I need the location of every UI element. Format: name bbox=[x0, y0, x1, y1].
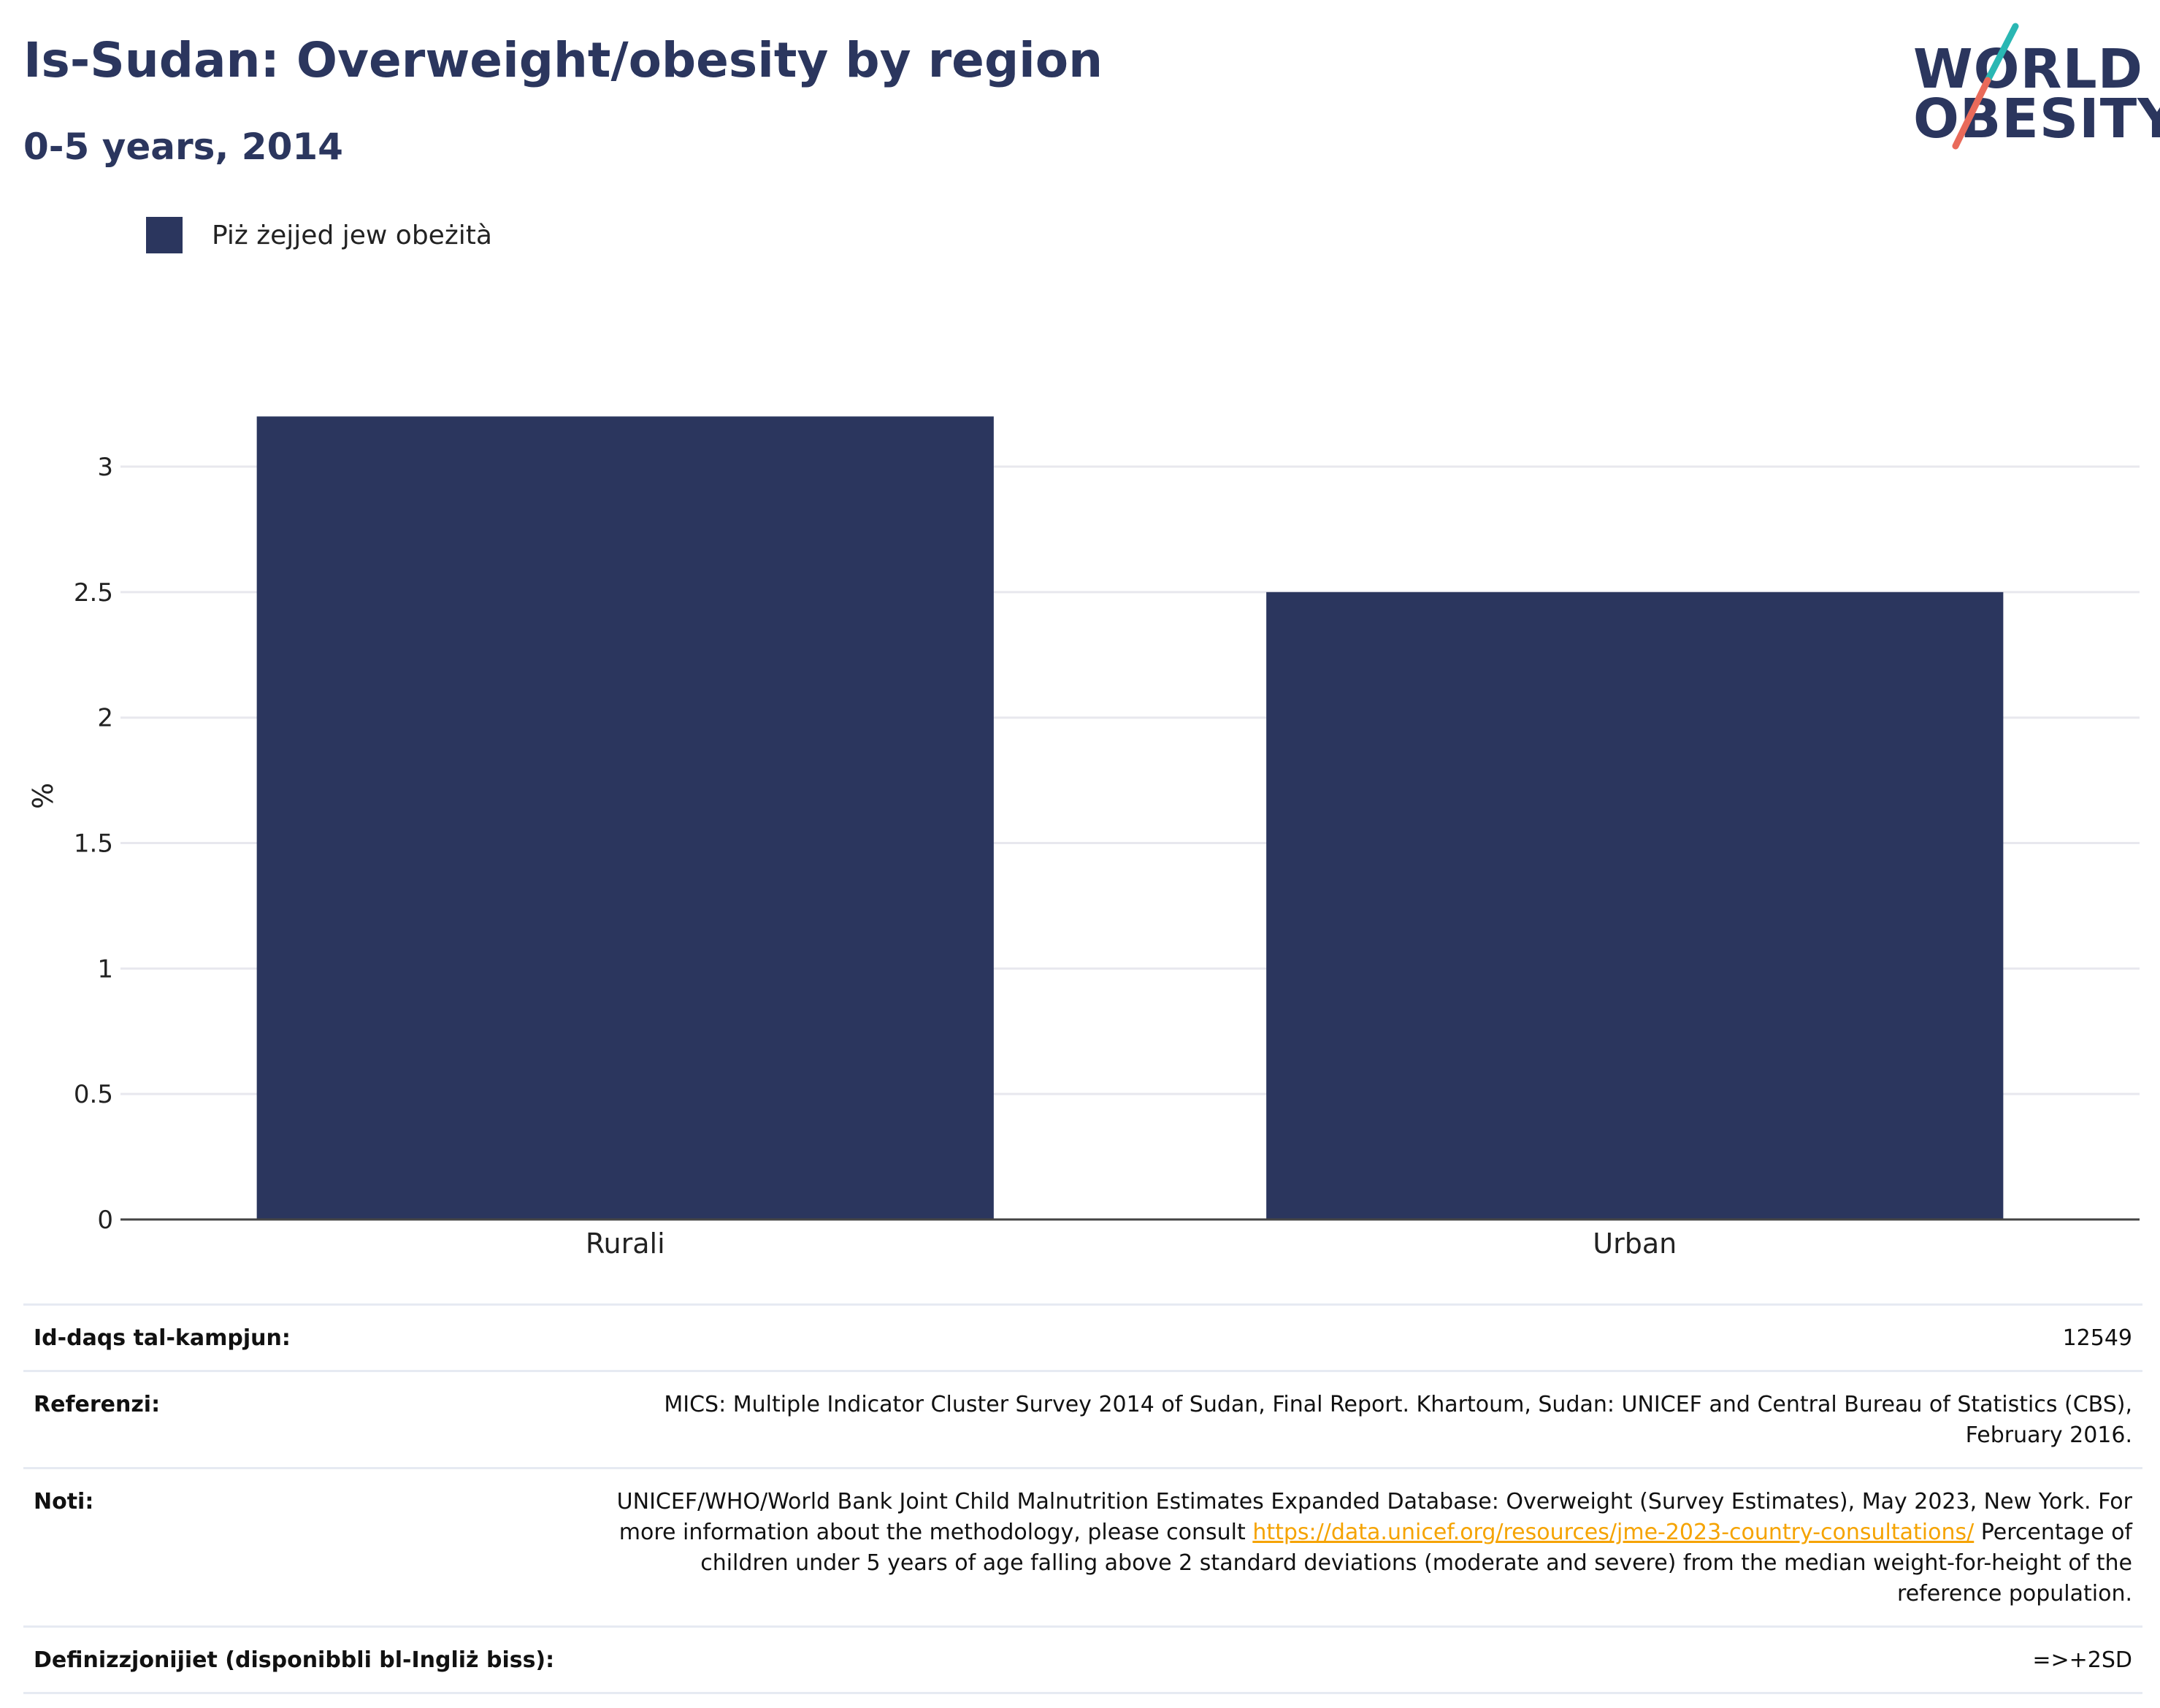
references-value: MICS: Multiple Indicator Cluster Survey … bbox=[664, 1392, 2132, 1448]
note-row-references: Referenzi: MICS: Multiple Indicator Clus… bbox=[23, 1370, 2142, 1467]
notes-text-before: UNICEF/WHO/World Bank Joint Child Malnut… bbox=[616, 1489, 2132, 1545]
note-row-definitions: Definizzjonijiet (disponibbli bl-Ingliż … bbox=[23, 1625, 2142, 1694]
sample-size-label: Id-daqs tal-kampjun: bbox=[34, 1325, 291, 1351]
definitions-label: Definizzjonijiet (disponibbli bl-Ingliż … bbox=[34, 1647, 555, 1673]
logo-slash-icon bbox=[1952, 23, 2019, 150]
note-row-sample-size: Id-daqs tal-kampjun: 12549 bbox=[23, 1303, 2142, 1370]
bar bbox=[256, 416, 994, 1219]
y-tick-label: 3 bbox=[97, 453, 113, 482]
sample-size-value: 12549 bbox=[2062, 1325, 2132, 1351]
logo-line-2: OBESITY bbox=[1913, 88, 2160, 150]
chart-legend: Piż żejjed jew obeżità bbox=[146, 217, 492, 253]
bar bbox=[1266, 591, 2004, 1219]
y-axis-title: % bbox=[27, 783, 59, 809]
world-obesity-logo: WORLD OBESITY bbox=[1899, 22, 2160, 153]
y-tick-label: 2 bbox=[97, 704, 113, 733]
methodology-link[interactable]: https://data.unicef.org/resources/jme-20… bbox=[1252, 1520, 1975, 1545]
y-tick-label: 1.5 bbox=[74, 830, 113, 859]
legend-label: Piż żejjed jew obeżità bbox=[212, 220, 492, 250]
chart-subtitle: 0-5 years, 2014 bbox=[23, 126, 343, 168]
chart-title: Is-Sudan: Overweight/obesity by region bbox=[23, 32, 1103, 88]
x-tick-label: Rurali bbox=[586, 1228, 665, 1260]
y-tick-label: 1 bbox=[97, 954, 113, 984]
notes-text-after: Percentage of children under 5 years of … bbox=[700, 1520, 2132, 1606]
note-row-notes: Noti: UNICEF/WHO/World Bank Joint Child … bbox=[23, 1467, 2142, 1625]
notes-label: Noti: bbox=[34, 1489, 94, 1514]
x-tick-label: Urban bbox=[1593, 1228, 1677, 1260]
y-tick-label: 0.5 bbox=[74, 1080, 113, 1109]
logo-line-1: WORLD bbox=[1913, 38, 2144, 101]
y-tick-label: 0 bbox=[97, 1206, 113, 1235]
legend-swatch bbox=[146, 217, 183, 253]
bar-chart: 0 0.5 1 1.5 2 2.5 3 Rurali Urban% bbox=[27, 416, 2140, 1260]
y-tick-label: 2.5 bbox=[74, 578, 113, 608]
notes-table: Id-daqs tal-kampjun: 12549 Referenzi: MI… bbox=[23, 1303, 2142, 1694]
notes-value: UNICEF/WHO/World Bank Joint Child Malnut… bbox=[599, 1487, 2132, 1609]
definitions-value: =>+2SD bbox=[2032, 1647, 2132, 1673]
references-label: Referenzi: bbox=[34, 1392, 161, 1417]
